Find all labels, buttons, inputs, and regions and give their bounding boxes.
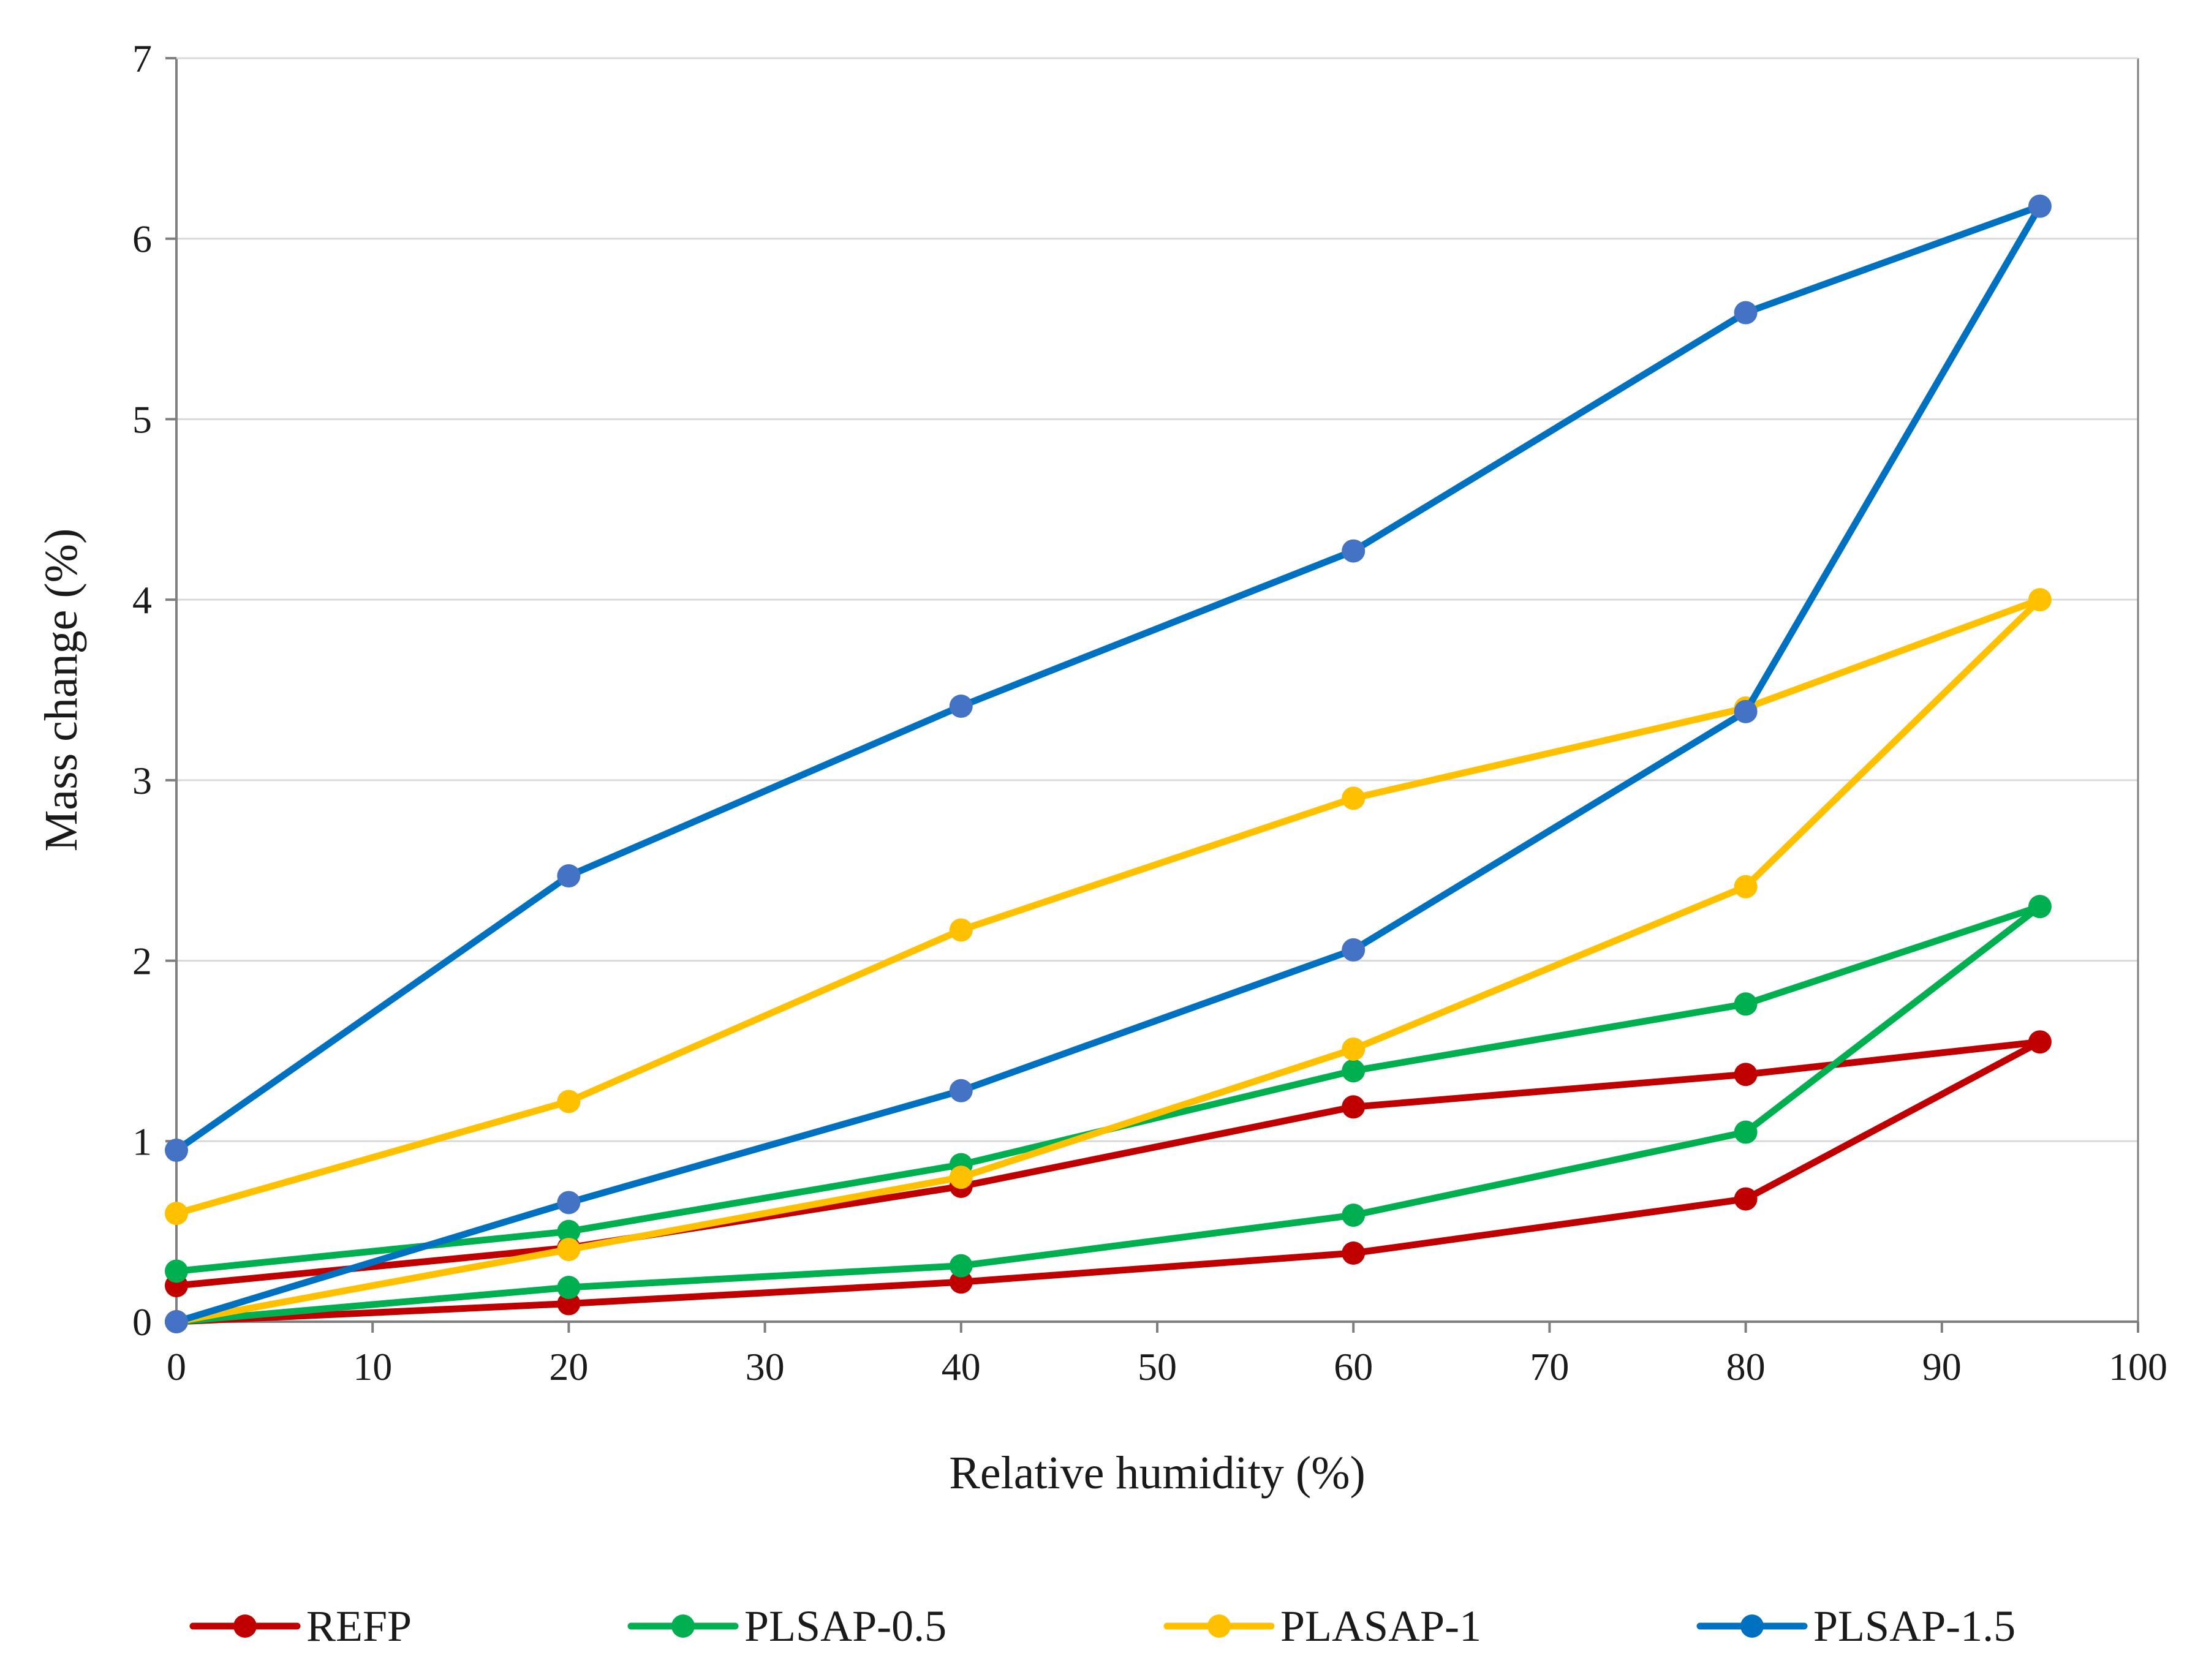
data-point-REFP-1 — [557, 1292, 581, 1316]
data-point-PLSAP-1.5-10 — [165, 1139, 188, 1162]
data-point-PLSAP-0.5-2 — [949, 1254, 973, 1278]
x-tick-label-60: 60 — [1334, 1345, 1373, 1388]
data-point-PLASAP-1-5 — [2028, 588, 2052, 612]
x-tick-labels: 0 10 20 30 40 50 60 70 80 90 100 — [167, 1322, 2167, 1388]
legend-item-PLASAP-1: PLASAP-1 — [1163, 1602, 1481, 1651]
y-tick-label-6: 6 — [132, 217, 152, 261]
y-tick-label-0: 0 — [132, 1300, 152, 1344]
x-tick-label-100: 100 — [2109, 1345, 2167, 1388]
data-point-REFP-2 — [949, 1270, 973, 1294]
legend-label-REFP: REFP — [306, 1602, 412, 1651]
data-point-REFP-6 — [1734, 1063, 1758, 1087]
data-point-PLSAP-1.5-2 — [949, 1079, 973, 1102]
legend-item-REFP: REFP — [189, 1602, 412, 1651]
data-point-PLSAP-1.5-3 — [1342, 938, 1366, 962]
x-tick-label-30: 30 — [746, 1345, 785, 1388]
data-point-PLASAP-1-2 — [949, 1166, 973, 1189]
data-point-PLSAP-1.5-4 — [1734, 699, 1758, 723]
x-tick-label-80: 80 — [1726, 1345, 1766, 1388]
y-tick-label-5: 5 — [132, 397, 152, 441]
data-point-PLSAP-0.5-9 — [557, 1219, 581, 1243]
y-tick-label-1: 1 — [132, 1120, 152, 1163]
y-axis-title: Mass change (%) — [36, 529, 87, 852]
legend-marker-PLSAP-0.5 — [671, 1614, 695, 1638]
x-tick-label-10: 10 — [353, 1345, 392, 1388]
series-PLSAP-0.5 — [165, 895, 2052, 1333]
data-point-PLSAP-0.5-4 — [1734, 1120, 1758, 1144]
legend-marker-REFP — [233, 1614, 257, 1638]
legend-label-PLASAP-1: PLASAP-1 — [1280, 1602, 1481, 1651]
y-tick-label-2: 2 — [132, 940, 152, 983]
series-line-REFP — [173, 1038, 2044, 1325]
data-point-PLSAP-0.5-6 — [1734, 992, 1758, 1016]
data-point-PLASAP-1-1 — [557, 1238, 581, 1262]
data-point-PLSAP-1.5-8 — [949, 695, 973, 718]
series-REFP — [165, 1030, 2052, 1333]
legend-label-PLSAP-0.5: PLSAP-0.5 — [744, 1602, 946, 1651]
data-point-PLASAP-1-10 — [165, 1202, 188, 1226]
legend-label-PLSAP-1.5: PLSAP-1.5 — [1813, 1602, 2016, 1651]
data-point-PLASAP-1-8 — [949, 918, 973, 942]
data-point-PLSAP-1.5-1 — [557, 1191, 581, 1215]
y-tick-labels: 0 1 2 3 4 5 6 7 — [132, 37, 176, 1344]
x-tick-label-50: 50 — [1138, 1345, 1177, 1388]
legend-item-PLSAP-1.5: PLSAP-1.5 — [1696, 1602, 2016, 1651]
data-point-REFP-4 — [1734, 1187, 1758, 1211]
data-point-PLASAP-1-9 — [557, 1090, 581, 1113]
data-point-PLSAP-0.5-10 — [165, 1259, 188, 1283]
data-point-REFP-7 — [1342, 1095, 1366, 1119]
x-axis-title: Relative humidity (%) — [949, 1447, 1366, 1499]
series-PLSAP-1.5 — [165, 194, 2052, 1333]
data-point-PLASAP-1-7 — [1342, 786, 1366, 810]
data-point-PLSAP-0.5-1 — [557, 1276, 581, 1300]
data-point-PLSAP-1.5-7 — [1342, 539, 1366, 563]
data-point-PLSAP-1.5-5 — [2028, 194, 2052, 218]
series-lines — [165, 194, 2052, 1333]
x-tick-label-90: 90 — [1922, 1345, 1962, 1388]
x-tick-label-70: 70 — [1530, 1345, 1569, 1388]
data-point-PLSAP-0.5-5 — [2028, 895, 2052, 919]
x-tick-label-40: 40 — [942, 1345, 981, 1388]
data-point-PLASAP-1-3 — [1342, 1037, 1366, 1061]
data-point-PLSAP-1.5-9 — [557, 864, 581, 888]
data-point-REFP-3 — [1342, 1241, 1366, 1265]
data-point-PLSAP-0.5-7 — [1342, 1059, 1366, 1083]
legend: REFP PLSAP-0.5 PLASAP-1 PLSAP-1.5 — [189, 1602, 2016, 1651]
legend-marker-PLASAP-1 — [1207, 1614, 1231, 1638]
legend-item-PLSAP-0.5: PLSAP-0.5 — [627, 1602, 946, 1651]
data-point-PLASAP-1-4 — [1734, 875, 1758, 898]
x-tick-label-20: 20 — [549, 1345, 588, 1388]
legend-marker-PLSAP-1.5 — [1740, 1614, 1764, 1638]
y-tick-label-4: 4 — [132, 578, 152, 622]
y-tick-label-3: 3 — [132, 759, 152, 802]
data-point-PLSAP-0.5-3 — [1342, 1203, 1366, 1227]
data-point-PLSAP-1.5-6 — [1734, 301, 1758, 325]
x-tick-label-0: 0 — [167, 1345, 186, 1388]
gridlines — [176, 57, 2138, 1142]
data-point-REFP-5 — [2028, 1030, 2052, 1054]
data-point-PLSAP-1.5-0 — [165, 1310, 188, 1333]
y-tick-label-7: 7 — [132, 37, 152, 80]
